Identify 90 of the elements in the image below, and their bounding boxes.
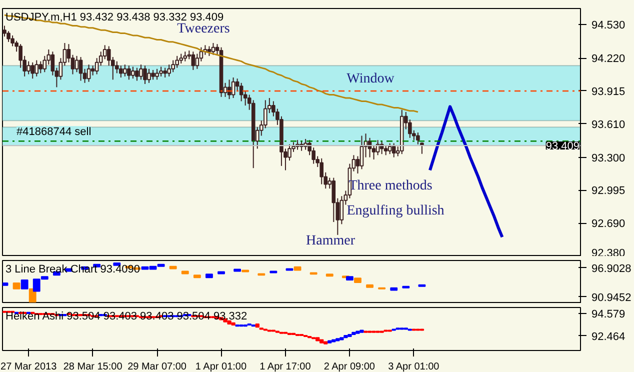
candlestick xyxy=(183,51,188,62)
bar xyxy=(113,262,121,266)
candlestick xyxy=(143,65,147,84)
candlestick xyxy=(159,66,163,77)
bar xyxy=(231,322,236,326)
candlestick xyxy=(384,144,388,156)
candlestick xyxy=(211,42,216,56)
x-tick-label: 3 Apr 01:00 xyxy=(388,362,440,372)
candlestick xyxy=(163,67,167,78)
y-tick-label: 94.530 xyxy=(592,20,626,32)
candlestick xyxy=(151,69,155,80)
candlestick xyxy=(171,60,175,73)
y-tick-label: 90.9452 xyxy=(592,292,632,304)
bar xyxy=(20,280,28,290)
bar xyxy=(336,338,340,342)
chart-title: 3 Line Break Chart 93.4090 xyxy=(6,264,140,276)
candlestick xyxy=(26,60,30,75)
y-tick-label: 94.220 xyxy=(592,53,626,66)
bar xyxy=(294,266,302,271)
candlestick xyxy=(320,158,324,185)
y-tick-label: 96.9028 xyxy=(592,262,632,275)
candlestick xyxy=(360,135,364,170)
candlestick xyxy=(175,55,180,68)
bar xyxy=(227,320,232,324)
candlestick xyxy=(231,77,236,98)
y-tick-label: 93.610 xyxy=(592,118,626,131)
candlestick xyxy=(34,60,39,77)
candlestick xyxy=(392,142,396,158)
bar xyxy=(328,340,332,344)
bar xyxy=(348,334,352,338)
candlestick xyxy=(135,67,139,82)
bar xyxy=(193,274,201,278)
candlestick xyxy=(131,66,135,80)
candlestick xyxy=(86,64,91,82)
candlestick xyxy=(30,62,35,80)
y-tick-label: 93.300 xyxy=(592,152,626,164)
x-tick-label: 29 Mar 07:00 xyxy=(128,362,187,372)
y-tick-label: 93.915 xyxy=(592,86,626,98)
bar xyxy=(356,330,360,334)
bar xyxy=(315,337,320,342)
x-tick-label: 1 Apr 01:00 xyxy=(195,362,247,372)
x-tick-label: 27 Mar 2013 xyxy=(0,362,58,372)
x-tick-label: 2 Apr 09:00 xyxy=(324,362,376,372)
candlestick xyxy=(239,82,244,102)
annotation: Engulfing bullish xyxy=(346,204,444,218)
candlestick xyxy=(119,65,123,78)
bar xyxy=(360,330,364,333)
candlestick xyxy=(74,55,79,73)
bar xyxy=(352,332,356,335)
annotation: Tweezers xyxy=(177,22,230,36)
annotation: Hammer xyxy=(306,234,356,248)
bar xyxy=(324,341,328,344)
candlestick xyxy=(90,65,95,76)
candlestick xyxy=(123,64,127,77)
bar xyxy=(255,323,260,328)
bar xyxy=(354,278,362,283)
candlestick xyxy=(147,68,151,84)
bar xyxy=(206,274,213,278)
candlestick xyxy=(416,132,420,145)
x-tick-label: 1 Apr 17:00 xyxy=(260,362,312,372)
candlestick xyxy=(167,64,171,77)
y-tick-label: 92.690 xyxy=(592,218,626,230)
y-tick-label: 94.579 xyxy=(592,308,626,321)
bar xyxy=(169,266,177,270)
candlestick xyxy=(78,56,83,82)
bar xyxy=(340,337,344,340)
candlestick xyxy=(94,58,99,75)
annotation: Window xyxy=(346,72,396,86)
candlestick xyxy=(139,64,143,80)
y-tick-label: 92.995 xyxy=(592,185,626,198)
x-tick-label: 28 Mar 15:00 xyxy=(63,362,123,372)
candlestick xyxy=(127,65,131,80)
bar xyxy=(344,335,348,338)
candlestick xyxy=(191,51,196,70)
line-series xyxy=(4,14,419,113)
bar xyxy=(12,282,20,290)
candlestick xyxy=(388,142,392,155)
bar xyxy=(346,276,354,281)
candlestick xyxy=(199,46,204,62)
candlestick xyxy=(38,60,43,74)
bar xyxy=(332,339,336,342)
candlestick xyxy=(179,53,184,64)
candlestick xyxy=(155,68,159,80)
bar xyxy=(320,339,324,344)
y-tick-label: 92.464 xyxy=(592,330,626,343)
bar xyxy=(181,270,189,274)
bar xyxy=(366,284,374,288)
bar xyxy=(390,287,398,291)
ref-line-label: #41868744 sell xyxy=(16,126,92,138)
candlestick xyxy=(207,46,212,56)
